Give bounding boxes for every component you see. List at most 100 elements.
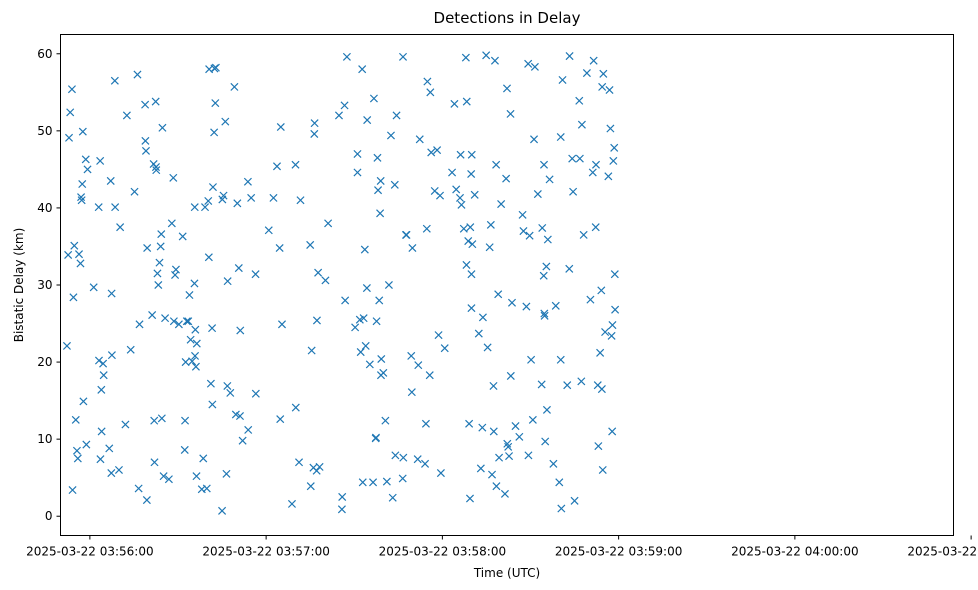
data-point bbox=[610, 270, 619, 279]
data-point bbox=[464, 237, 473, 246]
data-point bbox=[591, 223, 600, 232]
data-point bbox=[497, 200, 506, 209]
data-point bbox=[159, 472, 168, 481]
data-point bbox=[251, 270, 260, 279]
data-point bbox=[489, 381, 498, 390]
data-point bbox=[208, 400, 217, 409]
data-point bbox=[105, 444, 114, 453]
data-point bbox=[376, 176, 385, 185]
x-tick-label: 2025-03-22 04:00:00 bbox=[731, 545, 858, 559]
data-point bbox=[474, 329, 483, 338]
plot-frame bbox=[60, 34, 954, 536]
data-point bbox=[540, 311, 549, 320]
data-point bbox=[422, 224, 431, 233]
data-point bbox=[610, 143, 619, 152]
data-point bbox=[413, 455, 422, 464]
data-point bbox=[71, 415, 80, 424]
data-point bbox=[201, 203, 210, 212]
data-point bbox=[390, 180, 399, 189]
data-point bbox=[594, 442, 603, 451]
data-point bbox=[511, 422, 520, 431]
data-point bbox=[361, 341, 370, 350]
data-point bbox=[371, 433, 381, 442]
data-point bbox=[151, 163, 160, 172]
data-point bbox=[204, 253, 213, 262]
data-point bbox=[388, 493, 397, 502]
data-point bbox=[106, 176, 115, 185]
data-point bbox=[306, 240, 315, 249]
data-point bbox=[151, 97, 160, 106]
data-point bbox=[519, 227, 528, 236]
data-point bbox=[244, 425, 253, 434]
data-point bbox=[142, 496, 151, 505]
data-point bbox=[62, 341, 71, 350]
x-tick-label: 2025-03-22 03:59:00 bbox=[555, 545, 682, 559]
y-tick-label: 10 bbox=[37, 432, 52, 446]
data-point bbox=[492, 482, 501, 491]
data-point bbox=[83, 165, 92, 174]
x-tick-label: 2025-03-22 04:01:00 bbox=[907, 545, 978, 559]
data-point bbox=[296, 196, 305, 205]
data-point bbox=[94, 203, 103, 212]
data-point bbox=[233, 199, 242, 208]
data-point bbox=[599, 69, 608, 78]
y-axis-ticks: 0 10 20 30 40 50 60 bbox=[37, 47, 61, 523]
data-point bbox=[407, 351, 416, 360]
data-point bbox=[426, 88, 435, 97]
data-point bbox=[399, 453, 408, 462]
data-point bbox=[204, 196, 213, 206]
data-point bbox=[421, 419, 430, 428]
chart-title: Detections in Delay bbox=[434, 9, 581, 27]
data-point bbox=[609, 156, 618, 165]
data-point bbox=[353, 149, 362, 158]
data-point bbox=[223, 277, 232, 286]
data-point bbox=[386, 131, 395, 140]
data-point bbox=[577, 120, 586, 129]
data-point bbox=[206, 379, 215, 388]
data-point bbox=[538, 223, 547, 232]
data-point bbox=[276, 122, 285, 132]
data-point bbox=[485, 243, 494, 252]
data-point bbox=[556, 355, 565, 364]
data-point bbox=[565, 52, 574, 61]
data-point bbox=[64, 133, 74, 142]
data-point bbox=[598, 82, 607, 91]
data-point bbox=[408, 243, 417, 253]
data-point bbox=[358, 478, 367, 487]
data-point bbox=[545, 175, 554, 184]
data-point bbox=[543, 235, 552, 244]
data-point bbox=[167, 219, 176, 228]
data-point bbox=[489, 427, 498, 436]
data-point bbox=[515, 432, 524, 441]
data-point bbox=[476, 464, 485, 473]
data-point bbox=[542, 405, 551, 414]
data-point bbox=[77, 196, 86, 205]
data-point bbox=[506, 371, 515, 380]
data-point bbox=[589, 56, 598, 65]
data-point bbox=[591, 160, 601, 169]
data-point bbox=[565, 264, 574, 273]
data-point bbox=[425, 371, 434, 380]
data-point bbox=[243, 177, 252, 186]
data-point bbox=[230, 82, 239, 91]
data-point bbox=[377, 354, 386, 364]
data-point bbox=[126, 345, 135, 354]
data-point bbox=[287, 499, 296, 508]
data-point bbox=[141, 136, 150, 145]
data-point bbox=[76, 259, 85, 268]
data-point bbox=[94, 356, 104, 365]
data-point bbox=[231, 410, 240, 419]
data-point bbox=[551, 301, 560, 310]
data-point bbox=[158, 123, 167, 132]
data-point bbox=[210, 128, 219, 137]
data-point bbox=[353, 168, 362, 177]
data-point bbox=[181, 358, 190, 367]
data-point bbox=[264, 226, 273, 235]
data-point bbox=[69, 293, 78, 302]
data-point bbox=[483, 343, 492, 352]
data-point bbox=[436, 191, 445, 200]
data-point bbox=[342, 52, 351, 61]
data-point bbox=[611, 305, 620, 314]
data-point bbox=[121, 420, 130, 429]
data-point bbox=[494, 290, 503, 299]
